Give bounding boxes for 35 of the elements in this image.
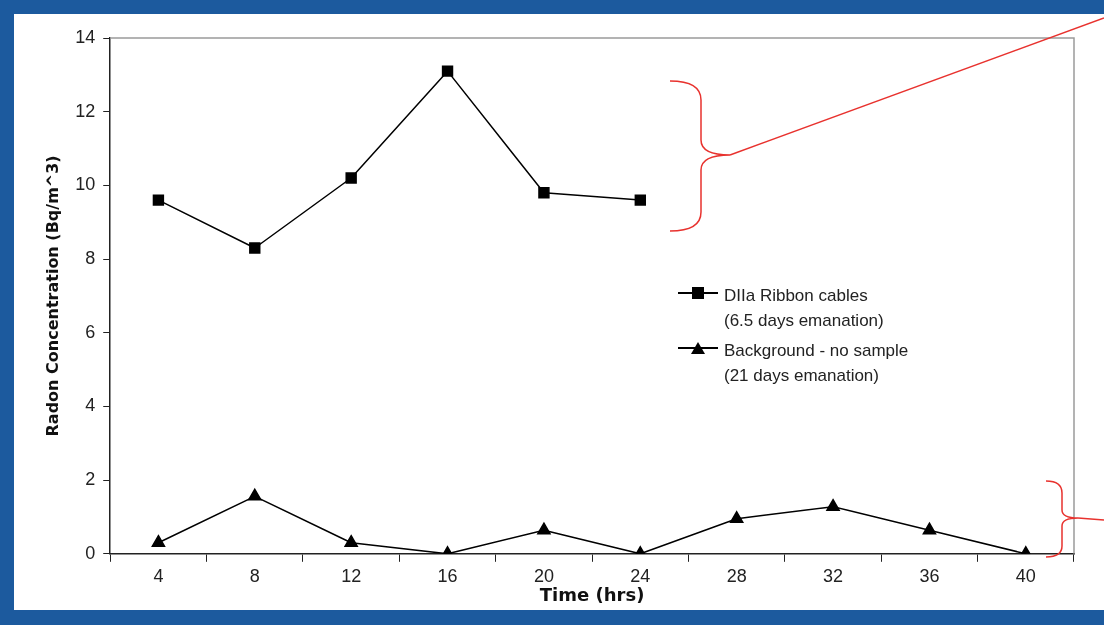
x-tick-label: 40 (1015, 565, 1036, 586)
x-tick-label: 32 (823, 565, 844, 586)
point (922, 522, 937, 535)
point (441, 65, 454, 77)
x-tick-label: 16 (437, 565, 458, 586)
x-tick-label: 8 (249, 565, 260, 586)
point (151, 535, 166, 547)
point (538, 187, 550, 199)
point (247, 488, 262, 501)
y-tick-label: 8 (85, 248, 96, 269)
x-tick-label: 4 (153, 565, 164, 586)
y-axis-title: Radon Concentration (Bq/m^3) (42, 155, 62, 437)
y-tick-label: 0 (85, 542, 96, 563)
y-tick-label: 2 (85, 469, 96, 490)
point (152, 194, 165, 206)
x-tick-label: 24 (630, 565, 651, 586)
point (634, 194, 646, 206)
legend-label: Background - no sample (21 days emanation) (724, 340, 909, 387)
x-axis-title: Time (hrs) (539, 583, 645, 605)
x-tick-label: 20 (533, 565, 554, 586)
y-tick-label: 12 (75, 100, 96, 121)
point (345, 172, 357, 184)
point (537, 522, 551, 535)
y-tick-label: 4 (85, 395, 96, 416)
legend-label: DIIa Ribbon cables (6.5 days emanation) (724, 285, 884, 332)
y-tick-label: 14 (75, 26, 96, 47)
point (344, 535, 358, 547)
point (249, 242, 261, 254)
x-tick-label: 28 (726, 565, 747, 586)
point (826, 498, 840, 511)
x-tick-label: 36 (919, 565, 940, 586)
x-tick-label: 12 (341, 565, 362, 586)
y-tick-label: 6 (85, 321, 96, 342)
y-tick-label: 10 (75, 174, 96, 195)
point (729, 511, 744, 524)
